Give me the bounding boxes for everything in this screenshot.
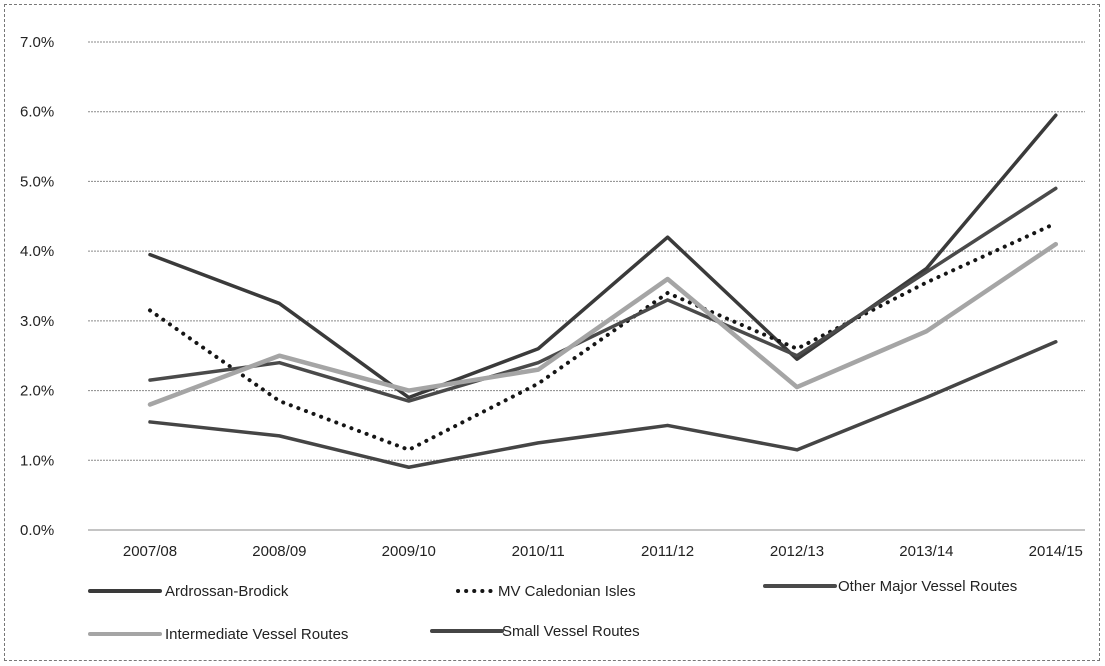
y-axis-ticks: 0.0% 1.0% 2.0% 3.0% 4.0% 5.0% 6.0% 7.0%	[20, 34, 54, 539]
legend-label: Other Major Vessel Routes	[838, 578, 1017, 595]
legend-label: Small Vessel Routes	[502, 623, 640, 640]
legend-label: MV Caledonian Isles	[498, 583, 636, 600]
series-line-4	[148, 340, 1058, 470]
x-tick-label: 2007/08	[123, 543, 177, 560]
x-axis-ticks: 2007/08 2008/09 2009/10 2010/11 2011/12 2012/…	[123, 543, 1083, 560]
x-tick-label: 2010/11	[512, 543, 565, 560]
legend-item: Intermediate Vessel Routes	[88, 626, 348, 643]
x-tick-label: 2009/10	[382, 543, 436, 560]
legend-item: Ardrossan-Brodick	[88, 583, 289, 600]
y-tick-label: 4.0%	[20, 243, 54, 260]
legend-item: Small Vessel Routes	[430, 623, 640, 640]
series-line-2	[148, 186, 1058, 403]
x-tick-label: 2014/15	[1029, 543, 1083, 560]
y-tick-label: 2.0%	[20, 383, 54, 400]
y-tick-label: 3.0%	[20, 313, 54, 330]
series-line-0	[148, 113, 1058, 400]
y-tick-label: 7.0%	[20, 34, 54, 51]
series-lines	[147, 113, 1059, 470]
legend-item: MV Caledonian Isles	[456, 583, 636, 600]
y-tick-label: 1.0%	[20, 452, 54, 469]
series-line-3	[147, 241, 1059, 407]
x-tick-label: 2011/12	[641, 543, 694, 560]
legend-label: Ardrossan-Brodick	[165, 583, 289, 600]
x-tick-label: 2013/14	[899, 543, 953, 560]
legend: Ardrossan-Brodick MV Caledonian Isles Othe…	[88, 578, 1017, 643]
y-tick-label: 0.0%	[20, 522, 54, 539]
legend-item: Other Major Vessel Routes	[763, 578, 1017, 595]
x-tick-label: 2008/09	[252, 543, 306, 560]
gridlines	[88, 41, 1085, 531]
y-tick-label: 6.0%	[20, 104, 54, 121]
chart-frame	[4, 4, 1100, 661]
x-tick-label: 2012/13	[770, 543, 824, 560]
legend-label: Intermediate Vessel Routes	[165, 626, 348, 643]
y-tick-label: 5.0%	[20, 173, 54, 190]
